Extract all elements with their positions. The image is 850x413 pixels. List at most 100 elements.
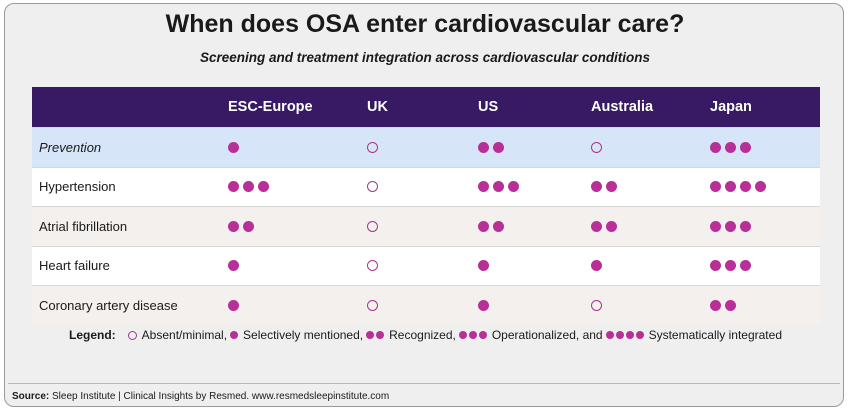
rating-dot-mark: [725, 260, 736, 272]
legend-dot-mark: [468, 331, 477, 339]
rating-dot-mark: [740, 260, 751, 272]
rating-cell-esc-europe: [228, 168, 273, 207]
rating-dot-mark: [606, 181, 617, 193]
table-row: Hypertension: [32, 166, 820, 207]
rating-dot-mark: [710, 220, 721, 232]
row-label: Heart failure: [39, 258, 110, 274]
rating-dot-mark: [591, 181, 602, 193]
legend-item: Recognized,: [366, 328, 456, 342]
table-row: Atrial fibrillation: [32, 206, 820, 246]
rating-cell-japan: [710, 247, 755, 286]
chart-subtitle: Screening and treatment integration acro…: [199, 50, 651, 65]
legend-item: Systematically integrated: [605, 328, 782, 342]
rating-ring-mark: [591, 299, 602, 311]
legend-item-label: Operationalized, and: [491, 328, 603, 342]
legend-title: Legend:: [69, 328, 116, 342]
rating-dot-mark: [710, 260, 721, 272]
rating-dot-mark: [606, 220, 617, 232]
rating-dot-mark: [228, 141, 239, 153]
rating-dot-mark: [740, 141, 751, 153]
rating-cell-esc-europe: [228, 207, 258, 246]
rating-cell-japan: [710, 286, 740, 325]
integration-table: ESC-Europe UK US Australia Japan Prevent…: [32, 87, 820, 325]
rating-dot-mark: [710, 181, 721, 193]
rating-ring-mark: [367, 260, 378, 272]
rating-cell-australia: [591, 247, 606, 286]
rating-cell-australia: [591, 286, 606, 325]
row-label: Atrial fibrillation: [39, 218, 128, 234]
rating-cell-uk: [367, 286, 382, 325]
rating-cell-us: [478, 247, 493, 286]
rating-dot-mark: [258, 181, 269, 193]
legend-dot-mark: [376, 331, 385, 339]
column-header-australia: Australia: [591, 99, 654, 115]
legend-item-label: Absent/minimal,: [141, 328, 228, 342]
rating-cell-us: [478, 286, 493, 325]
source-label: Source:: [12, 391, 50, 402]
rating-dot-mark: [493, 181, 504, 193]
legend-dot-mark: [458, 331, 467, 339]
column-header-us: US: [478, 99, 499, 115]
rating-dot-mark: [478, 141, 489, 153]
table-header: ESC-Europe UK US Australia Japan: [32, 87, 820, 127]
rating-dot-mark: [710, 299, 721, 311]
legend-items: Absent/minimal, Selectively mentioned, Rec…: [127, 328, 785, 342]
table-row: Coronary artery disease: [32, 285, 820, 325]
rating-dot-mark: [591, 260, 602, 272]
chart-title: When does OSA enter cardiovascular care?: [165, 10, 685, 38]
rating-cell-australia: [591, 128, 606, 167]
rating-cell-us: [478, 128, 508, 167]
legend-ring-mark: [127, 330, 137, 340]
rating-dot-mark: [478, 299, 489, 311]
table-row: Heart failure: [32, 245, 820, 286]
table-row: Prevention: [32, 127, 820, 167]
rating-dot-mark: [725, 220, 736, 232]
column-header-esc-europe: ESC-Europe: [228, 99, 313, 115]
legend-dot-mark: [605, 331, 614, 339]
row-label: Coronary artery disease: [39, 297, 178, 313]
rating-dot-mark: [755, 181, 766, 193]
legend-item-label: Recognized,: [389, 328, 456, 342]
rating-ring-mark: [591, 141, 602, 153]
rating-dot-mark: [591, 220, 602, 232]
column-header-uk: UK: [367, 99, 388, 115]
source-text: Sleep Institute | Clinical Insights by R…: [52, 391, 390, 402]
source-divider: [8, 383, 840, 384]
rating-dot-mark: [725, 181, 736, 193]
rating-dot-mark: [228, 260, 239, 272]
rating-dot-mark: [478, 260, 489, 272]
legend-dot-mark: [230, 331, 239, 339]
legend-dot-mark: [615, 331, 624, 339]
rating-cell-uk: [367, 207, 382, 246]
rating-ring-mark: [367, 299, 378, 311]
legend: Legend: Absent/minimal, Selectively menti…: [32, 328, 822, 342]
rating-dot-mark: [725, 141, 736, 153]
rating-cell-esc-europe: [228, 247, 243, 286]
legend-item-label: Systematically integrated: [648, 328, 782, 342]
rating-dot-mark: [740, 220, 751, 232]
legend-dot-mark: [635, 331, 644, 339]
rating-cell-australia: [591, 207, 621, 246]
legend-dot-mark: [366, 331, 375, 339]
legend-dot-mark: [625, 331, 634, 339]
rating-cell-uk: [367, 168, 382, 207]
rating-cell-esc-europe: [228, 128, 243, 167]
rating-cell-esc-europe: [228, 286, 243, 325]
rating-dot-mark: [493, 220, 504, 232]
rating-dot-mark: [478, 220, 489, 232]
rating-ring-mark: [367, 181, 378, 193]
row-label: Hypertension: [39, 179, 116, 195]
rating-dot-mark: [243, 220, 254, 232]
rating-cell-australia: [591, 168, 621, 207]
rating-cell-japan: [710, 207, 755, 246]
rating-ring-mark: [367, 220, 378, 232]
rating-dot-mark: [710, 141, 721, 153]
rating-cell-us: [478, 207, 508, 246]
column-header-japan: Japan: [710, 99, 752, 115]
rating-dot-mark: [725, 299, 736, 311]
rating-cell-japan: [710, 128, 755, 167]
legend-item: Absent/minimal,: [127, 328, 228, 342]
rating-dot-mark: [228, 299, 239, 311]
rating-dot-mark: [740, 181, 751, 193]
rating-cell-japan: [710, 168, 770, 207]
